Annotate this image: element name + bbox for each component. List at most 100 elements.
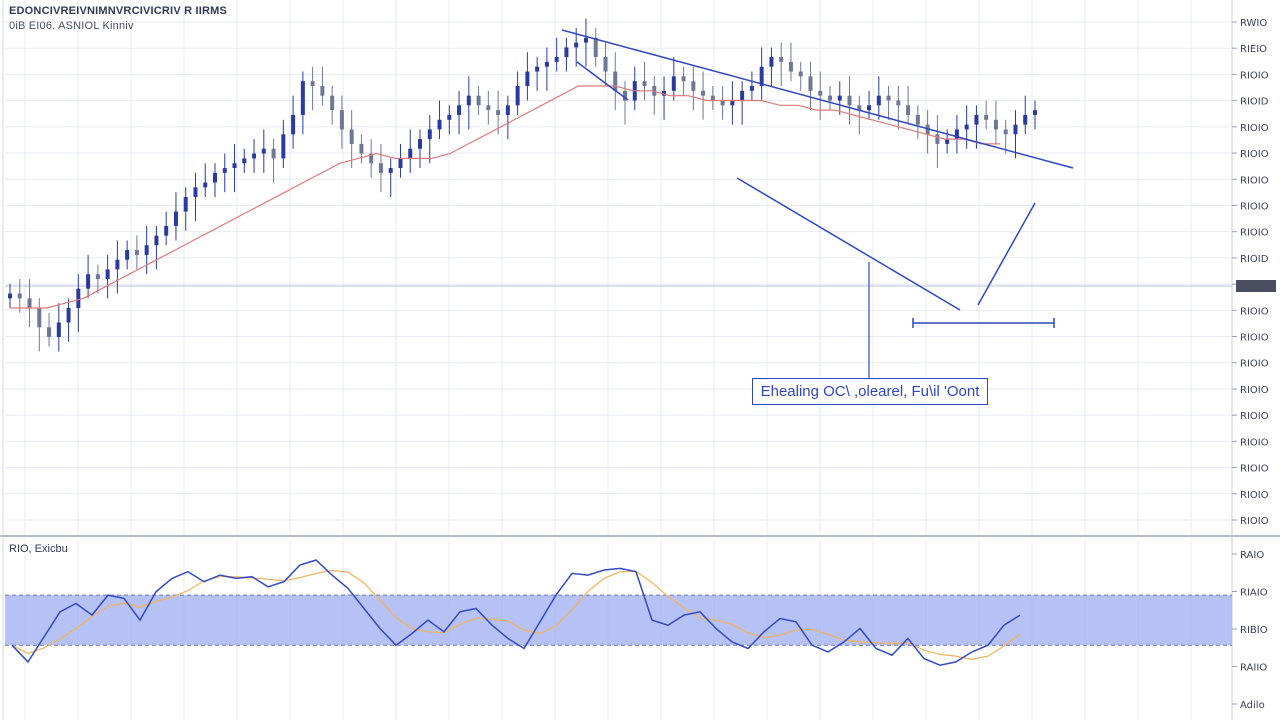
rsi-signal-line — [11, 569, 1021, 661]
candle-body — [720, 100, 725, 106]
candle-body — [505, 105, 510, 115]
candle-body — [300, 81, 305, 115]
candle-body — [466, 95, 471, 106]
y-tick-label: RIOIO — [1240, 175, 1269, 186]
candle-body — [554, 57, 559, 62]
chart-header-subtitle: 0iB EI06. ASNIOL Kinniv — [9, 20, 134, 32]
candle-body — [144, 245, 149, 255]
upper-trendline — [561, 29, 1074, 169]
y-tick-label: RIOIO — [1240, 306, 1269, 317]
rsi-y-tick-label: RAIIO — [1240, 663, 1267, 674]
candle-body — [359, 143, 364, 154]
candle-body — [642, 81, 647, 87]
candle-body — [427, 129, 432, 140]
candle-body — [154, 235, 159, 246]
candle-body — [935, 134, 940, 144]
candle-body — [915, 114, 920, 125]
y-tick-label: RIOIO — [1240, 516, 1269, 527]
candle-body — [398, 158, 403, 169]
candle-body — [378, 163, 383, 173]
candle-body — [291, 114, 296, 135]
candle-body — [66, 308, 71, 323]
current-price-marker — [1236, 280, 1276, 292]
candle-body — [252, 153, 257, 159]
candle-body — [681, 76, 686, 82]
candle-body — [222, 168, 227, 173]
candle-body — [525, 71, 530, 87]
candle-body — [945, 139, 950, 144]
candle-body — [339, 110, 344, 130]
candle-body — [808, 76, 813, 91]
candle-body — [369, 153, 374, 164]
candle-body — [954, 129, 959, 140]
candle-body — [56, 322, 61, 337]
y-tick-label: RIEIO — [1240, 44, 1267, 55]
candle-body — [27, 298, 32, 309]
rsi-band — [5, 595, 1232, 646]
candle-body — [740, 90, 745, 101]
candle-body — [984, 114, 989, 120]
candle-body — [1003, 129, 1008, 135]
candle-body — [837, 95, 842, 101]
candle-body — [349, 129, 354, 144]
candle-body — [710, 95, 715, 101]
candle-body — [232, 163, 237, 169]
candle-body — [242, 158, 247, 164]
candle-body — [476, 95, 481, 106]
candle-body — [8, 293, 12, 299]
callout-text: Ehealing OC\ ,olearel, Fu\il 'Oont — [760, 383, 980, 400]
candle-body — [574, 42, 579, 48]
y-tick-label: RIOIO — [1240, 228, 1269, 239]
y-tick-label: RIOIO — [1240, 411, 1269, 422]
candle-body — [876, 95, 881, 106]
candle-body — [730, 100, 735, 106]
candle-body — [993, 119, 998, 130]
candle-body — [320, 86, 325, 96]
candle-body — [662, 90, 667, 96]
candle-body — [281, 134, 286, 159]
candle-body — [76, 288, 81, 309]
candle-body — [759, 66, 764, 87]
candle-body — [886, 95, 891, 101]
y-tick-label: RIOIO — [1240, 464, 1269, 475]
candle-body — [125, 250, 130, 260]
candle-body — [193, 187, 198, 198]
rsi-y-tick-label: RIBIO — [1240, 625, 1268, 636]
candle-body — [603, 57, 608, 72]
candle-body — [515, 86, 520, 106]
y-tick-label: RIOID — [1240, 254, 1269, 265]
candle-body — [457, 105, 462, 115]
candle-body — [691, 81, 696, 91]
candle-body — [173, 211, 178, 226]
y-tick-label: RIOIO — [1240, 437, 1269, 448]
candle-body — [105, 269, 110, 280]
candle-body — [788, 61, 793, 72]
y-tick-label: RIOIO — [1240, 385, 1269, 396]
candle-body — [271, 148, 276, 159]
candle-body — [447, 114, 452, 120]
candle-body — [798, 71, 803, 77]
candle-body — [593, 37, 598, 58]
candle-body — [134, 250, 139, 255]
candle-body — [564, 47, 569, 58]
candle-body — [964, 124, 969, 130]
candle-body — [437, 119, 442, 130]
y-tick-label: RIOIO — [1240, 149, 1269, 160]
candle-body — [486, 105, 491, 111]
candle-body — [906, 105, 911, 115]
candle-body — [164, 225, 169, 236]
candle-body — [535, 66, 540, 72]
candle-body — [896, 100, 901, 106]
candle-body — [857, 105, 862, 111]
y-tick-label: RIOIO — [1240, 359, 1269, 370]
candle-body — [847, 95, 852, 106]
chart-header-title: EDONCIVREIVNIMNVRCIVICRIV R IIRMS — [9, 5, 228, 17]
candle-body — [867, 105, 872, 111]
callout-annotation: Ehealing OC\ ,olearel, Fu\il 'Oont — [752, 378, 988, 405]
candle-body — [213, 172, 217, 183]
candle-body — [974, 114, 979, 125]
candle-body — [769, 57, 774, 67]
y-tick-label: RIOIO — [1240, 201, 1269, 212]
candle-body — [418, 139, 422, 149]
